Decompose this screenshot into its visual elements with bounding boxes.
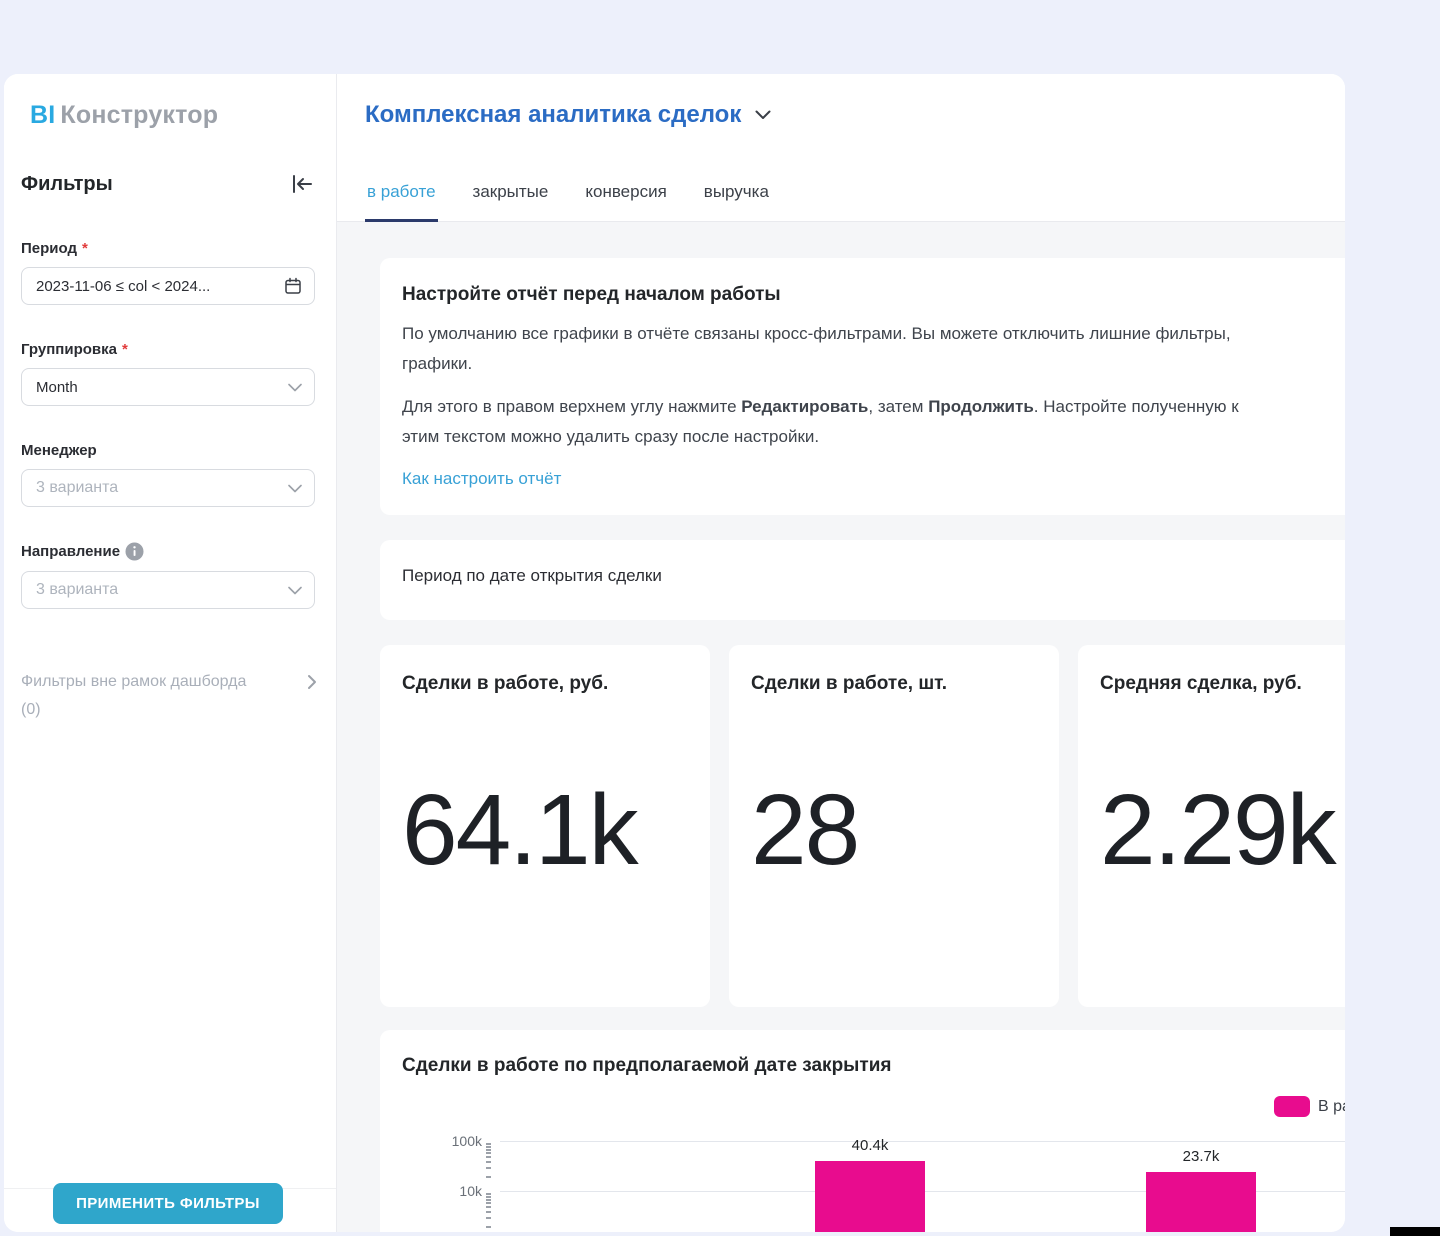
kpi-card-average-deal: Средняя сделка, руб. 2.29k [1078, 645, 1345, 1007]
y-axis-minor-tick [486, 1145, 491, 1148]
y-axis-tick-label: 100k [451, 1133, 482, 1149]
y-axis-minor-tick [486, 1217, 491, 1220]
report-title: Комплексная аналитика сделок [365, 101, 742, 128]
chevron-down-icon [288, 586, 302, 594]
tab-v-rabote[interactable]: в работе [365, 182, 438, 222]
grouping-select[interactable]: Month [21, 368, 315, 406]
bar-value-label: 23.7k [1182, 1148, 1220, 1166]
period-filter-card: Период по дате открытия сделки [380, 540, 1345, 620]
y-axis-minor-tick [486, 1198, 491, 1201]
app-panel: BI Конструктор Фильтры Период * [4, 74, 1345, 1232]
manager-select[interactable]: 3 варианта [21, 469, 315, 507]
setup-info-card: Настройте отчёт перед началом работы По … [380, 258, 1345, 515]
chart-title: Сделки в работе по предполагаемой дате з… [402, 1055, 892, 1076]
manager-select-placeholder: 3 варианта [36, 479, 119, 496]
app-logo: BI Конструктор [30, 101, 218, 130]
y-axis-tick-label: 10k [459, 1183, 482, 1199]
y-axis-minor-tick [486, 1206, 491, 1209]
main-body: Настройте отчёт перед началом работы По … [337, 222, 1345, 1232]
y-axis-minor-tick [486, 1148, 491, 1151]
report-title-dropdown[interactable]: Комплексная аналитика сделок [365, 101, 771, 129]
y-axis-minor-tick [486, 1195, 491, 1198]
period-filter-label: Период * [21, 240, 88, 257]
outer-filters-count: (0) [21, 701, 41, 718]
direction-select[interactable]: 3 варианта [21, 571, 315, 609]
tab-zakrytye[interactable]: закрытые [472, 182, 549, 201]
required-asterisk: * [82, 240, 88, 257]
y-axis-minor-tick [486, 1210, 491, 1213]
collapse-sidebar-button[interactable] [288, 172, 316, 196]
y-axis-minor-tick [486, 1225, 491, 1228]
kpi-title: Сделки в работе, руб. [402, 673, 609, 694]
y-axis-minor-tick [486, 1152, 491, 1155]
legend-item[interactable]: В работе [1274, 1096, 1345, 1117]
required-asterisk: * [121, 341, 128, 358]
tab-konversiya[interactable]: конверсия [585, 182, 667, 201]
kpi-row: Сделки в работе, руб. 64.1k Сделки в раб… [380, 645, 1345, 1007]
grouping-filter-label: Группировка * [21, 341, 128, 358]
kpi-value: 64.1k [402, 774, 639, 886]
gridline-100k [500, 1141, 1345, 1142]
y-axis-minor-tick [486, 1175, 491, 1178]
kpi-title: Средняя сделка, руб. [1100, 673, 1302, 694]
direction-select-placeholder: 3 варианта [36, 581, 119, 598]
y-axis-minor-tick [486, 1202, 491, 1205]
period-filter-card-label: Период по дате открытия сделки [402, 566, 662, 585]
main-header: Комплексная аналитика сделок в работе за… [337, 74, 1345, 222]
info-card-paragraph-2: Для этого в правом верхнем углу нажмите … [402, 397, 1239, 446]
info-card-title: Настройте отчёт перед началом работы [402, 284, 781, 305]
collapse-panel-icon [293, 175, 312, 193]
chevron-down-icon [755, 110, 771, 119]
info-icon [125, 542, 144, 561]
how-to-configure-link[interactable]: Как настроить отчёт [402, 469, 562, 488]
kpi-title: Сделки в работе, шт. [751, 673, 948, 694]
apply-filters-button[interactable]: ПРИМЕНИТЬ ФИЛЬТРЫ [53, 1183, 283, 1224]
y-axis-minor-tick [486, 1160, 491, 1163]
bar-В работе[interactable] [815, 1160, 925, 1232]
calendar-icon [285, 277, 301, 294]
filters-title: Фильтры [21, 172, 113, 195]
legend-label: В работе [1318, 1097, 1345, 1115]
kpi-card-deals-rub: Сделки в работе, руб. 64.1k [380, 645, 710, 1007]
kpi-card-deals-count: Сделки в работе, шт. 28 [729, 645, 1059, 1007]
chevron-down-icon [288, 383, 302, 391]
y-axis-minor-tick [486, 1156, 491, 1159]
manager-filter-label: Менеджер [21, 442, 97, 459]
direction-filter-label: Направление [21, 542, 315, 561]
chart-card: Сделки в работе по предполагаемой дате з… [380, 1030, 1345, 1232]
main-area: Комплексная аналитика сделок в работе за… [337, 74, 1345, 1232]
y-axis-minor-tick [486, 1143, 491, 1146]
logo-bi: BI [30, 101, 56, 129]
y-axis-minor-tick [486, 1167, 491, 1170]
chevron-down-icon [288, 484, 302, 492]
y-axis-minor-tick [486, 1193, 491, 1196]
legend-swatch-icon [1274, 1096, 1310, 1117]
kpi-value: 2.29k [1100, 774, 1337, 886]
sidebar: BI Конструктор Фильтры Период * [4, 74, 337, 1232]
bar-value-label: 40.4k [851, 1136, 889, 1154]
report-tabs: в работе закрытые конверсия выручка [365, 182, 771, 222]
screen-artifact [1390, 1227, 1440, 1236]
logo-name: Конструктор [60, 101, 219, 129]
kpi-value: 28 [751, 774, 860, 886]
bar-В работе[interactable] [1146, 1172, 1256, 1232]
tab-vyruchka[interactable]: выручка [703, 182, 769, 201]
grouping-select-value: Month [36, 378, 78, 396]
outer-filters-link[interactable]: Фильтры вне рамок дашборда (0) [21, 668, 317, 724]
period-date-value[interactable] [36, 277, 284, 295]
period-date-input[interactable] [21, 267, 315, 305]
outer-filters-label: Фильтры вне рамок дашборда [21, 673, 247, 690]
info-card-paragraph-1: По умолчанию все графики в отчёте связан… [402, 324, 1231, 373]
chevron-right-icon [308, 675, 316, 689]
